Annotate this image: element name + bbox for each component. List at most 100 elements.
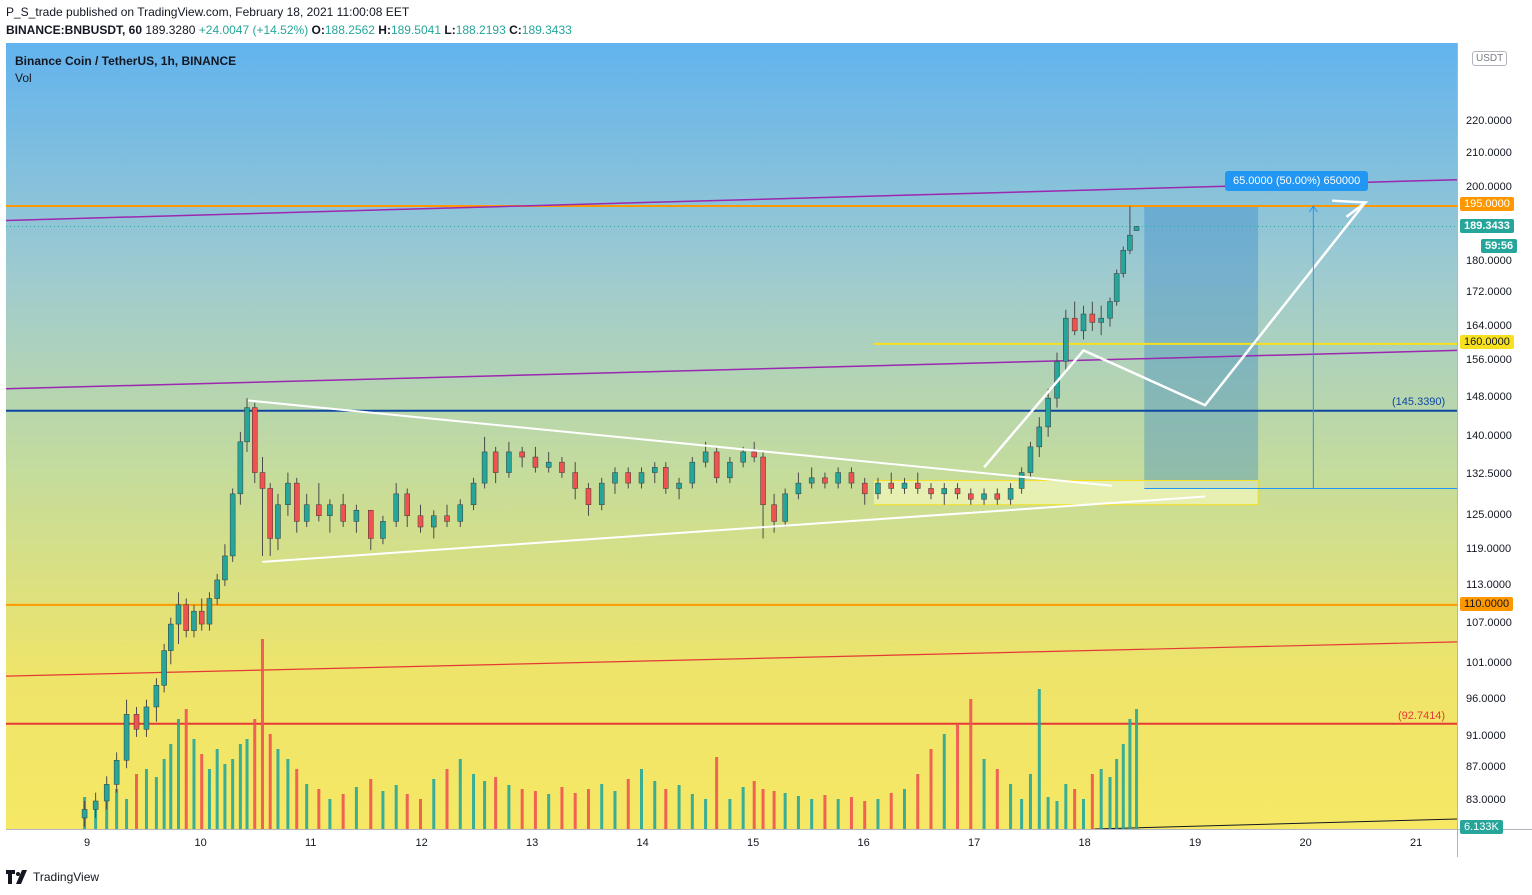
candle-body[interactable]: [353, 509, 360, 522]
candle-body[interactable]: [981, 493, 987, 500]
candle-body[interactable]: [191, 610, 197, 631]
candle-body[interactable]: [457, 504, 464, 522]
candle-body[interactable]: [751, 451, 757, 458]
candle-body[interactable]: [875, 482, 881, 495]
candle-body[interactable]: [303, 504, 310, 522]
chart-svg[interactable]: [6, 43, 1457, 829]
candle-body[interactable]: [1080, 313, 1087, 332]
candle-body[interactable]: [713, 451, 720, 479]
candle-body[interactable]: [1007, 488, 1014, 500]
candle-body[interactable]: [638, 472, 645, 484]
candle-body[interactable]: [252, 407, 258, 473]
candle-body[interactable]: [954, 488, 961, 495]
candle-body[interactable]: [214, 579, 220, 599]
candle-body[interactable]: [848, 472, 855, 484]
candle-body[interactable]: [968, 493, 974, 500]
candle-body[interactable]: [585, 488, 592, 505]
candle-body[interactable]: [431, 515, 437, 528]
candle-body[interactable]: [237, 441, 244, 495]
candle-body[interactable]: [1027, 446, 1034, 473]
candle-body[interactable]: [1063, 317, 1069, 362]
measure-label[interactable]: 65.0000 (50.00%) 650000: [1225, 171, 1369, 191]
candle-body[interactable]: [81, 809, 88, 819]
candle-body[interactable]: [92, 800, 99, 810]
candle-body[interactable]: [168, 623, 174, 651]
candle-body[interactable]: [244, 407, 250, 443]
chart-pane[interactable]: Binance Coin / TetherUS, 1h, BINANCE Vol: [6, 43, 1457, 829]
candle-body[interactable]: [198, 610, 205, 625]
candle-body[interactable]: [915, 482, 921, 489]
candle-body[interactable]: [861, 482, 868, 495]
candle-body[interactable]: [340, 504, 346, 522]
candle-body[interactable]: [327, 504, 333, 517]
candle-body[interactable]: [1120, 250, 1127, 274]
candle-body[interactable]: [153, 685, 160, 708]
time-axis[interactable]: 9 10 11 12 13 14 15 16 17 18 19 20 21: [6, 829, 1457, 857]
candle-body[interactable]: [1113, 273, 1120, 302]
candle-body[interactable]: [103, 784, 110, 802]
candle-body[interactable]: [259, 472, 266, 489]
candle-body[interactable]: [689, 461, 696, 484]
candle-body[interactable]: [532, 456, 539, 468]
candle-body[interactable]: [545, 461, 552, 468]
legend-volume[interactable]: Vol: [15, 71, 32, 85]
legend-symbol[interactable]: Binance Coin / TetherUS, 1h, BINANCE: [15, 54, 237, 68]
candle-body[interactable]: [559, 461, 565, 473]
candle-body[interactable]: [835, 472, 841, 484]
candle-body[interactable]: [316, 504, 322, 517]
candle-body[interactable]: [492, 451, 499, 473]
candle-body[interactable]: [612, 472, 618, 484]
measure-zone[interactable]: [1144, 206, 1259, 489]
candle-body[interactable]: [393, 493, 399, 522]
candle-body[interactable]: [123, 714, 130, 761]
candle-body[interactable]: [572, 472, 578, 489]
candle-body[interactable]: [822, 477, 828, 484]
candle-body[interactable]: [625, 472, 631, 484]
candle-body[interactable]: [444, 515, 450, 522]
candle-body[interactable]: [888, 482, 894, 489]
candle-body[interactable]: [275, 504, 281, 539]
purple-trend-lower[interactable]: [6, 349, 1457, 390]
candle-body[interactable]: [1045, 397, 1051, 428]
triangle-lower-line[interactable]: [262, 495, 1206, 563]
consolidation-box[interactable]: [873, 479, 1259, 506]
candle-body[interactable]: [1127, 234, 1133, 251]
candle-body[interactable]: [1071, 317, 1078, 332]
candle-body[interactable]: [175, 604, 182, 625]
candle-body[interactable]: [519, 451, 525, 458]
candle-body[interactable]: [267, 488, 273, 539]
candle-body[interactable]: [652, 467, 658, 473]
price-axis[interactable]: 220.0000 210.0000 200.0000 180.0000 172.0000…: [1457, 43, 1532, 829]
candle-body[interactable]: [506, 451, 512, 473]
candle-body[interactable]: [417, 515, 424, 528]
candle-body[interactable]: [143, 706, 150, 730]
candle-body[interactable]: [663, 467, 669, 489]
candle-body[interactable]: [368, 509, 374, 539]
candle-body[interactable]: [598, 482, 605, 505]
red-trend-line[interactable]: [6, 641, 1457, 677]
candle-body[interactable]: [404, 493, 410, 517]
candle-body[interactable]: [1036, 426, 1043, 448]
candle-body[interactable]: [1018, 472, 1025, 489]
candle-body[interactable]: [1098, 317, 1104, 323]
projection-path[interactable]: [983, 201, 1367, 469]
candle-body[interactable]: [206, 598, 213, 625]
candle-body[interactable]: [676, 482, 682, 489]
candle-body[interactable]: [133, 714, 140, 730]
candle-body[interactable]: [702, 451, 709, 463]
candle-body[interactable]: [727, 461, 733, 479]
candle-body[interactable]: [222, 555, 228, 581]
candle-body[interactable]: [994, 493, 1001, 500]
currency-unit[interactable]: USDT: [1472, 51, 1508, 66]
candle-body[interactable]: [285, 482, 291, 505]
candle-body[interactable]: [380, 521, 386, 539]
candle-body[interactable]: [795, 482, 802, 495]
purple-trend-upper[interactable]: [6, 178, 1457, 222]
candle-body[interactable]: [229, 493, 236, 557]
candle-body[interactable]: [740, 451, 746, 463]
candle-body[interactable]: [808, 477, 815, 484]
candle-body[interactable]: [941, 488, 948, 495]
candle-body[interactable]: [183, 604, 189, 631]
candle-body[interactable]: [1107, 301, 1113, 319]
candle-body[interactable]: [470, 482, 477, 505]
